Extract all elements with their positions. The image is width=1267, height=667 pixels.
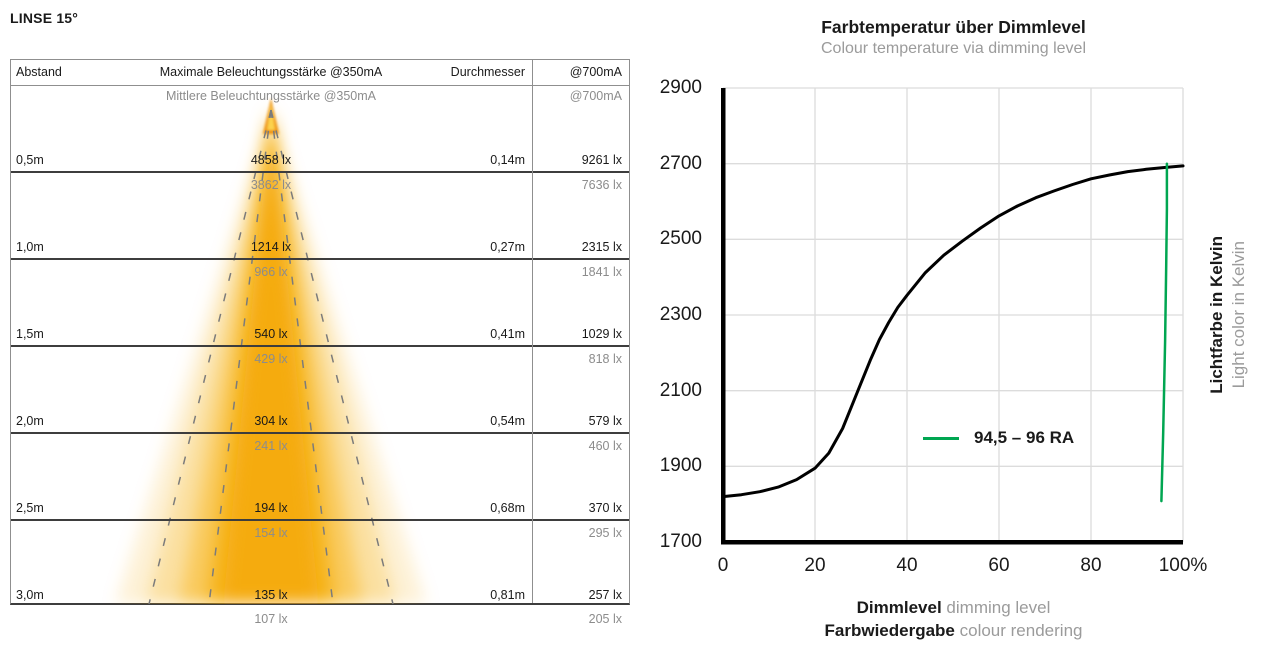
y-tick: 2100 (659, 380, 702, 401)
x-tick: 80 (1080, 555, 1102, 576)
illuminance-table: Abstand Maximale Beleuchtungsstärke @350… (10, 59, 630, 626)
distance-line-1-0m (11, 258, 629, 260)
legend: 94,5 – 96 RA (923, 427, 1074, 449)
row-mean-lux: 429 lx (254, 352, 288, 366)
x-tick: 40 (896, 555, 918, 576)
x-axis-caption: Dimmlevel dimming level Farbwiedergabe c… (640, 596, 1267, 642)
col-header-700ma: @700mA (569, 65, 622, 79)
colour-rendering-line (1160, 162, 1169, 503)
y-tick: 2300 (659, 304, 702, 325)
grid-lines (723, 87, 1184, 542)
y-tick: 1900 (659, 455, 702, 476)
row-diameter: 0,14m (490, 153, 525, 167)
row-max-lux: 194 lx (254, 501, 288, 515)
row-distance: 2,5m (16, 501, 44, 515)
temperature-curve (721, 164, 1185, 499)
row-diameter: 0,27m (490, 240, 525, 254)
x-axis-label2-en: colour rendering (959, 621, 1083, 640)
row-max-lux: 4858 lx (250, 153, 292, 167)
row-distance: 0,5m (16, 153, 44, 167)
beam-cone-diagram (116, 98, 426, 604)
row-700ma-lux: 579 lx (588, 414, 622, 428)
chart-plot (721, 87, 1185, 545)
row-max-lux: 135 lx (254, 588, 288, 602)
col-header-max: Maximale Beleuchtungsstärke @350mA (159, 65, 383, 79)
row-distance: 1,0m (16, 240, 44, 254)
row-700ma-lux: 9261 lx (581, 153, 622, 167)
row-max-lux: 1214 lx (250, 240, 292, 254)
x-axis-label2-de: Farbwiedergabe (824, 621, 955, 640)
row-mean-lux: 966 lx (254, 265, 288, 279)
legend-label: 94,5 – 96 RA (974, 428, 1075, 447)
x-axis-label-en: dimming level (946, 598, 1051, 617)
x-axis-label-de: Dimmlevel (856, 598, 942, 617)
x-tick: 60 (988, 555, 1010, 576)
y-tick: 2500 (659, 228, 702, 249)
legend-line-icon (923, 436, 959, 440)
beam-angle-dashes (148, 109, 394, 604)
row-max-lux: 540 lx (254, 327, 288, 341)
col-header-distance: Abstand (16, 65, 62, 79)
colour-temperature-chart: Farbtemperatur über Dimmlevel Colour tem… (640, 0, 1267, 667)
row-mean-lux: 154 lx (254, 526, 288, 540)
chart-title: Farbtemperatur über Dimmlevel (821, 17, 1086, 37)
y-tick: 1700 (659, 531, 702, 552)
x-tick: 20 (804, 555, 826, 576)
x-tick: 100% (1158, 555, 1208, 576)
row-diameter: 0,81m (490, 588, 525, 602)
row-700ma-lux: 257 lx (588, 588, 622, 602)
row-mean-700ma-lux: 205 lx (588, 612, 622, 626)
row-700ma-lux: 1029 lx (581, 327, 622, 341)
x-tick: 0 (717, 555, 729, 576)
distance-line-0-5m (11, 171, 629, 173)
row-mean-lux: 107 lx (254, 612, 288, 626)
row-diameter: 0,54m (490, 414, 525, 428)
row-mean-700ma-lux: 7636 lx (581, 178, 622, 192)
axes (721, 88, 1183, 545)
y-tick: 2700 (659, 153, 702, 174)
row-mean-700ma-lux: 295 lx (588, 526, 622, 540)
row-distance: 2,0m (16, 414, 44, 428)
col-header-mean-700ma: @700mA (569, 89, 622, 103)
row-diameter: 0,41m (490, 327, 525, 341)
header-separator (11, 85, 629, 86)
row-mean-700ma-lux: 818 lx (588, 352, 622, 366)
row-diameter: 0,68m (490, 501, 525, 515)
y-axis-label-en: Light color in Kelvin (1229, 240, 1248, 389)
row-mean-lux: 3862 lx (250, 178, 292, 192)
distance-line-2-5m (11, 519, 629, 521)
chart-subtitle: Colour temperature via dimming level (821, 40, 1086, 57)
y-axis-caption: Lichtfarbe in Kelvin Light color in Kelv… (1206, 222, 1250, 407)
beam-glow (116, 108, 426, 604)
col-header-mean: Mittlere Beleuchtungsstärke @350mA (165, 89, 376, 103)
col-header-diameter: Durchmesser (450, 65, 525, 79)
column-divider (532, 60, 533, 603)
row-max-lux: 304 lx (254, 414, 288, 428)
distance-line-2-0m (11, 432, 629, 434)
row-700ma-lux: 2315 lx (581, 240, 622, 254)
row-mean-lux: 241 lx (254, 439, 288, 453)
row-mean-700ma-lux: 1841 lx (581, 265, 622, 279)
row-mean-700ma-lux: 460 lx (588, 439, 622, 453)
row-distance: 3,0m (16, 588, 44, 602)
y-axis-label-de: Lichtfarbe in Kelvin (1207, 235, 1226, 394)
row-distance: 1,5m (16, 327, 44, 341)
page-title: LINSE 15° (10, 10, 79, 26)
distance-line-1-5m (11, 345, 629, 347)
y-tick: 2900 (659, 77, 702, 98)
row-700ma-lux: 370 lx (588, 501, 622, 515)
